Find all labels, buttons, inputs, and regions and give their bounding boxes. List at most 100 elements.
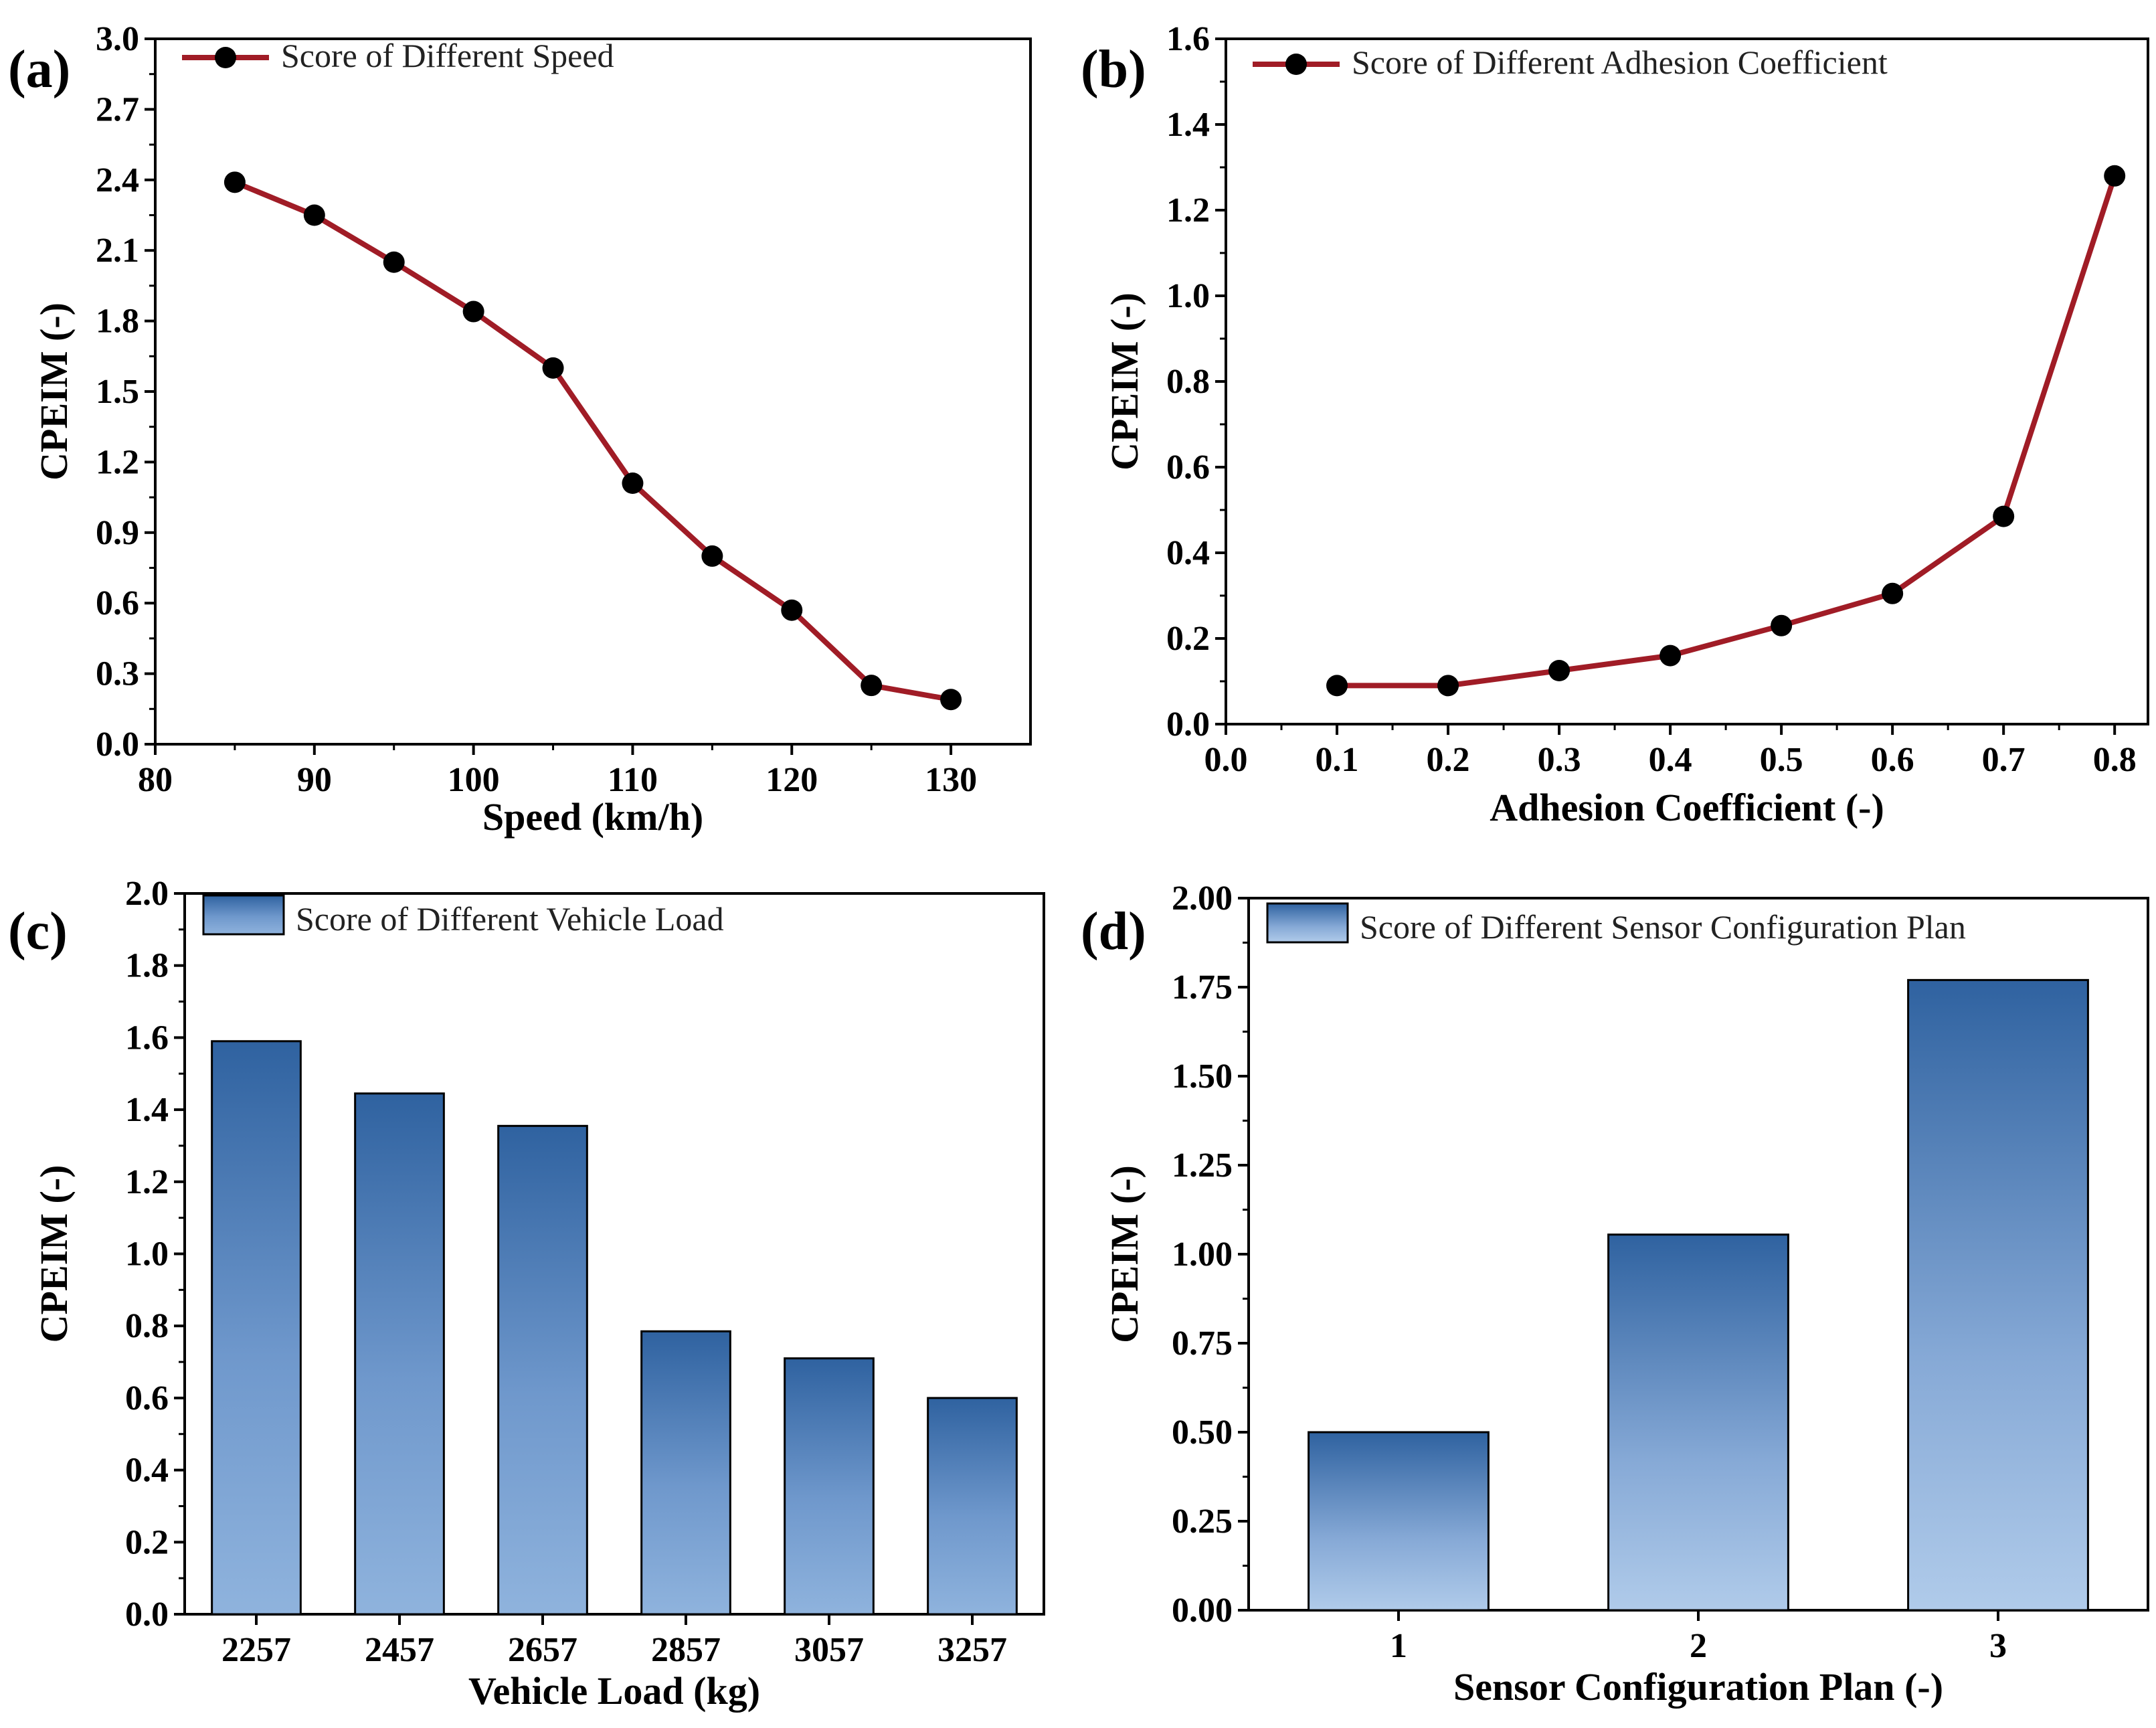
y-tick-label: 0.6 (96, 584, 139, 622)
y-tick-label: 2.00 (1172, 879, 1233, 918)
panel-label: (a) (8, 40, 70, 99)
x-tick-label: 100 (448, 761, 500, 799)
y-tick-label: 1.5 (96, 373, 139, 411)
bar (640, 1330, 731, 1616)
y-tick-label: 0.0 (125, 1595, 169, 1634)
x-axis-title: Speed (km/h) (482, 795, 703, 839)
y-axis-title: CPEIM (-) (32, 1165, 76, 1343)
y-tick-label: 0.75 (1172, 1324, 1233, 1363)
legend-label: Score of Different Speed (281, 37, 614, 74)
bar (354, 1092, 445, 1616)
x-tick-label: 3257 (937, 1631, 1007, 1669)
y-tick-label: 0.2 (125, 1523, 169, 1561)
y-tick-label: 2.0 (125, 875, 169, 913)
y-tick-label: 0.0 (1166, 705, 1210, 744)
y-tick-label: 0.50 (1172, 1413, 1233, 1452)
data-point (1437, 675, 1459, 697)
y-tick-label: 0.9 (96, 514, 139, 552)
x-tick-label: 0.3 (1538, 741, 1581, 779)
y-tick-label: 2.4 (96, 161, 139, 199)
y-tick-label: 1.2 (96, 443, 139, 481)
data-point (781, 599, 803, 621)
y-tick-label: 1.0 (1166, 277, 1210, 315)
x-tick-label: 0.8 (2093, 741, 2137, 779)
y-tick-label: 1.2 (125, 1163, 169, 1201)
panel-a: 0.0 0.3 0.6 0.9 1.2 1.5 1.8 2.1 2.4 2.7 3.0 CPEIM (… (8, 20, 1032, 839)
x-tick-label: 0.1 (1316, 741, 1359, 779)
data-point (462, 300, 484, 323)
y-tick-label: 1.4 (125, 1091, 169, 1129)
y-tick-label: 1.4 (1166, 106, 1210, 144)
data-point (622, 472, 644, 495)
bar (1308, 1431, 1490, 1612)
y-tick-label: 1.50 (1172, 1057, 1233, 1096)
x-tick-label: 0.6 (1871, 741, 1914, 779)
panel-b: 0.0 0.2 0.4 0.6 0.8 1.0 1.2 1.4 1.6 CPEIM (-) Adhe… (1081, 20, 2149, 829)
data-point (1326, 675, 1348, 697)
x-tick-label: 0.2 (1427, 741, 1470, 779)
y-tick-label: 0.4 (1166, 534, 1210, 572)
plot-frame (183, 892, 1045, 1616)
data-point (303, 204, 325, 226)
x-tick-label: 2257 (221, 1631, 291, 1669)
panel-label: (d) (1081, 902, 1146, 961)
data-point (1548, 660, 1570, 681)
x-tick-label: 0.5 (1760, 741, 1803, 779)
y-tick-label: 0.25 (1172, 1502, 1233, 1541)
legend-label: Score of Different Sensor Configuration … (1360, 908, 1966, 946)
x-tick-label: 2 (1690, 1627, 1707, 1665)
y-tick-label: 0.0 (96, 725, 139, 764)
y-tick-label: 1.8 (96, 303, 139, 341)
y-tick-label: 1.6 (1166, 20, 1210, 58)
data-point (1659, 644, 1682, 667)
y-tick-label: 1.2 (1166, 191, 1210, 230)
panel-label: (b) (1081, 40, 1146, 99)
x-axis-title: Vehicle Load (kg) (468, 1669, 760, 1713)
bar (784, 1357, 875, 1616)
y-tick-label: 2.1 (96, 232, 139, 270)
data-point (940, 689, 962, 711)
x-tick-label: 110 (608, 761, 658, 799)
data-point (1993, 505, 2015, 527)
x-tick-label: 3 (1989, 1627, 2007, 1665)
panel-label: (c) (8, 902, 68, 961)
y-tick-label: 1.8 (125, 947, 169, 985)
panel-d: 0.00 0.25 0.50 0.75 1.00 1.25 1.50 1.75 2.00 CPEI… (1081, 879, 2149, 1709)
data-point (542, 357, 564, 379)
x-tick-label: 2657 (508, 1631, 577, 1669)
data-point (2104, 165, 2126, 187)
y-axis-title: CPEIM (-) (1103, 1165, 1146, 1343)
legend-marker (215, 47, 236, 68)
legend-swatch (202, 894, 285, 936)
x-tick-label: 130 (925, 761, 977, 799)
x-axis-title: Adhesion Coefficient (-) (1490, 786, 1884, 829)
legend-marker (1285, 54, 1307, 75)
series-line (1337, 175, 2117, 689)
panel-c: 0.0 0.2 0.4 0.6 0.8 1.0 1.2 1.4 1.6 1.8 2.0 CPEIM (… (8, 875, 1045, 1713)
data-point (1882, 582, 1904, 604)
y-tick-label: 1.00 (1172, 1235, 1233, 1274)
y-tick-label: 1.0 (125, 1235, 169, 1274)
y-tick-label: 1.6 (125, 1019, 169, 1057)
y-tick-label: 0.2 (1166, 620, 1210, 658)
bar (211, 1040, 302, 1616)
legend-label: Score of Different Vehicle Load (296, 900, 724, 938)
x-tick-label: 90 (297, 761, 332, 799)
x-tick-label: 0.7 (1982, 741, 2026, 779)
y-tick-label: 0.3 (96, 655, 139, 693)
y-tick-label: 1.75 (1172, 968, 1233, 1007)
data-point (861, 675, 883, 697)
bar (497, 1124, 588, 1616)
y-tick-label: 0.8 (1166, 363, 1210, 401)
x-tick-label: 2857 (651, 1631, 721, 1669)
data-point (701, 545, 723, 567)
bar (1607, 1233, 1789, 1612)
x-axis-title: Sensor Configuration Plan (-) (1453, 1665, 1943, 1709)
y-tick-label: 0.8 (125, 1307, 169, 1345)
x-tick-label: 3057 (794, 1631, 864, 1669)
x-tick-label: 1 (1390, 1627, 1407, 1665)
y-tick-label: 3.0 (96, 20, 139, 58)
x-tick-label: 2457 (365, 1631, 434, 1669)
x-tick-label: 80 (138, 761, 173, 799)
